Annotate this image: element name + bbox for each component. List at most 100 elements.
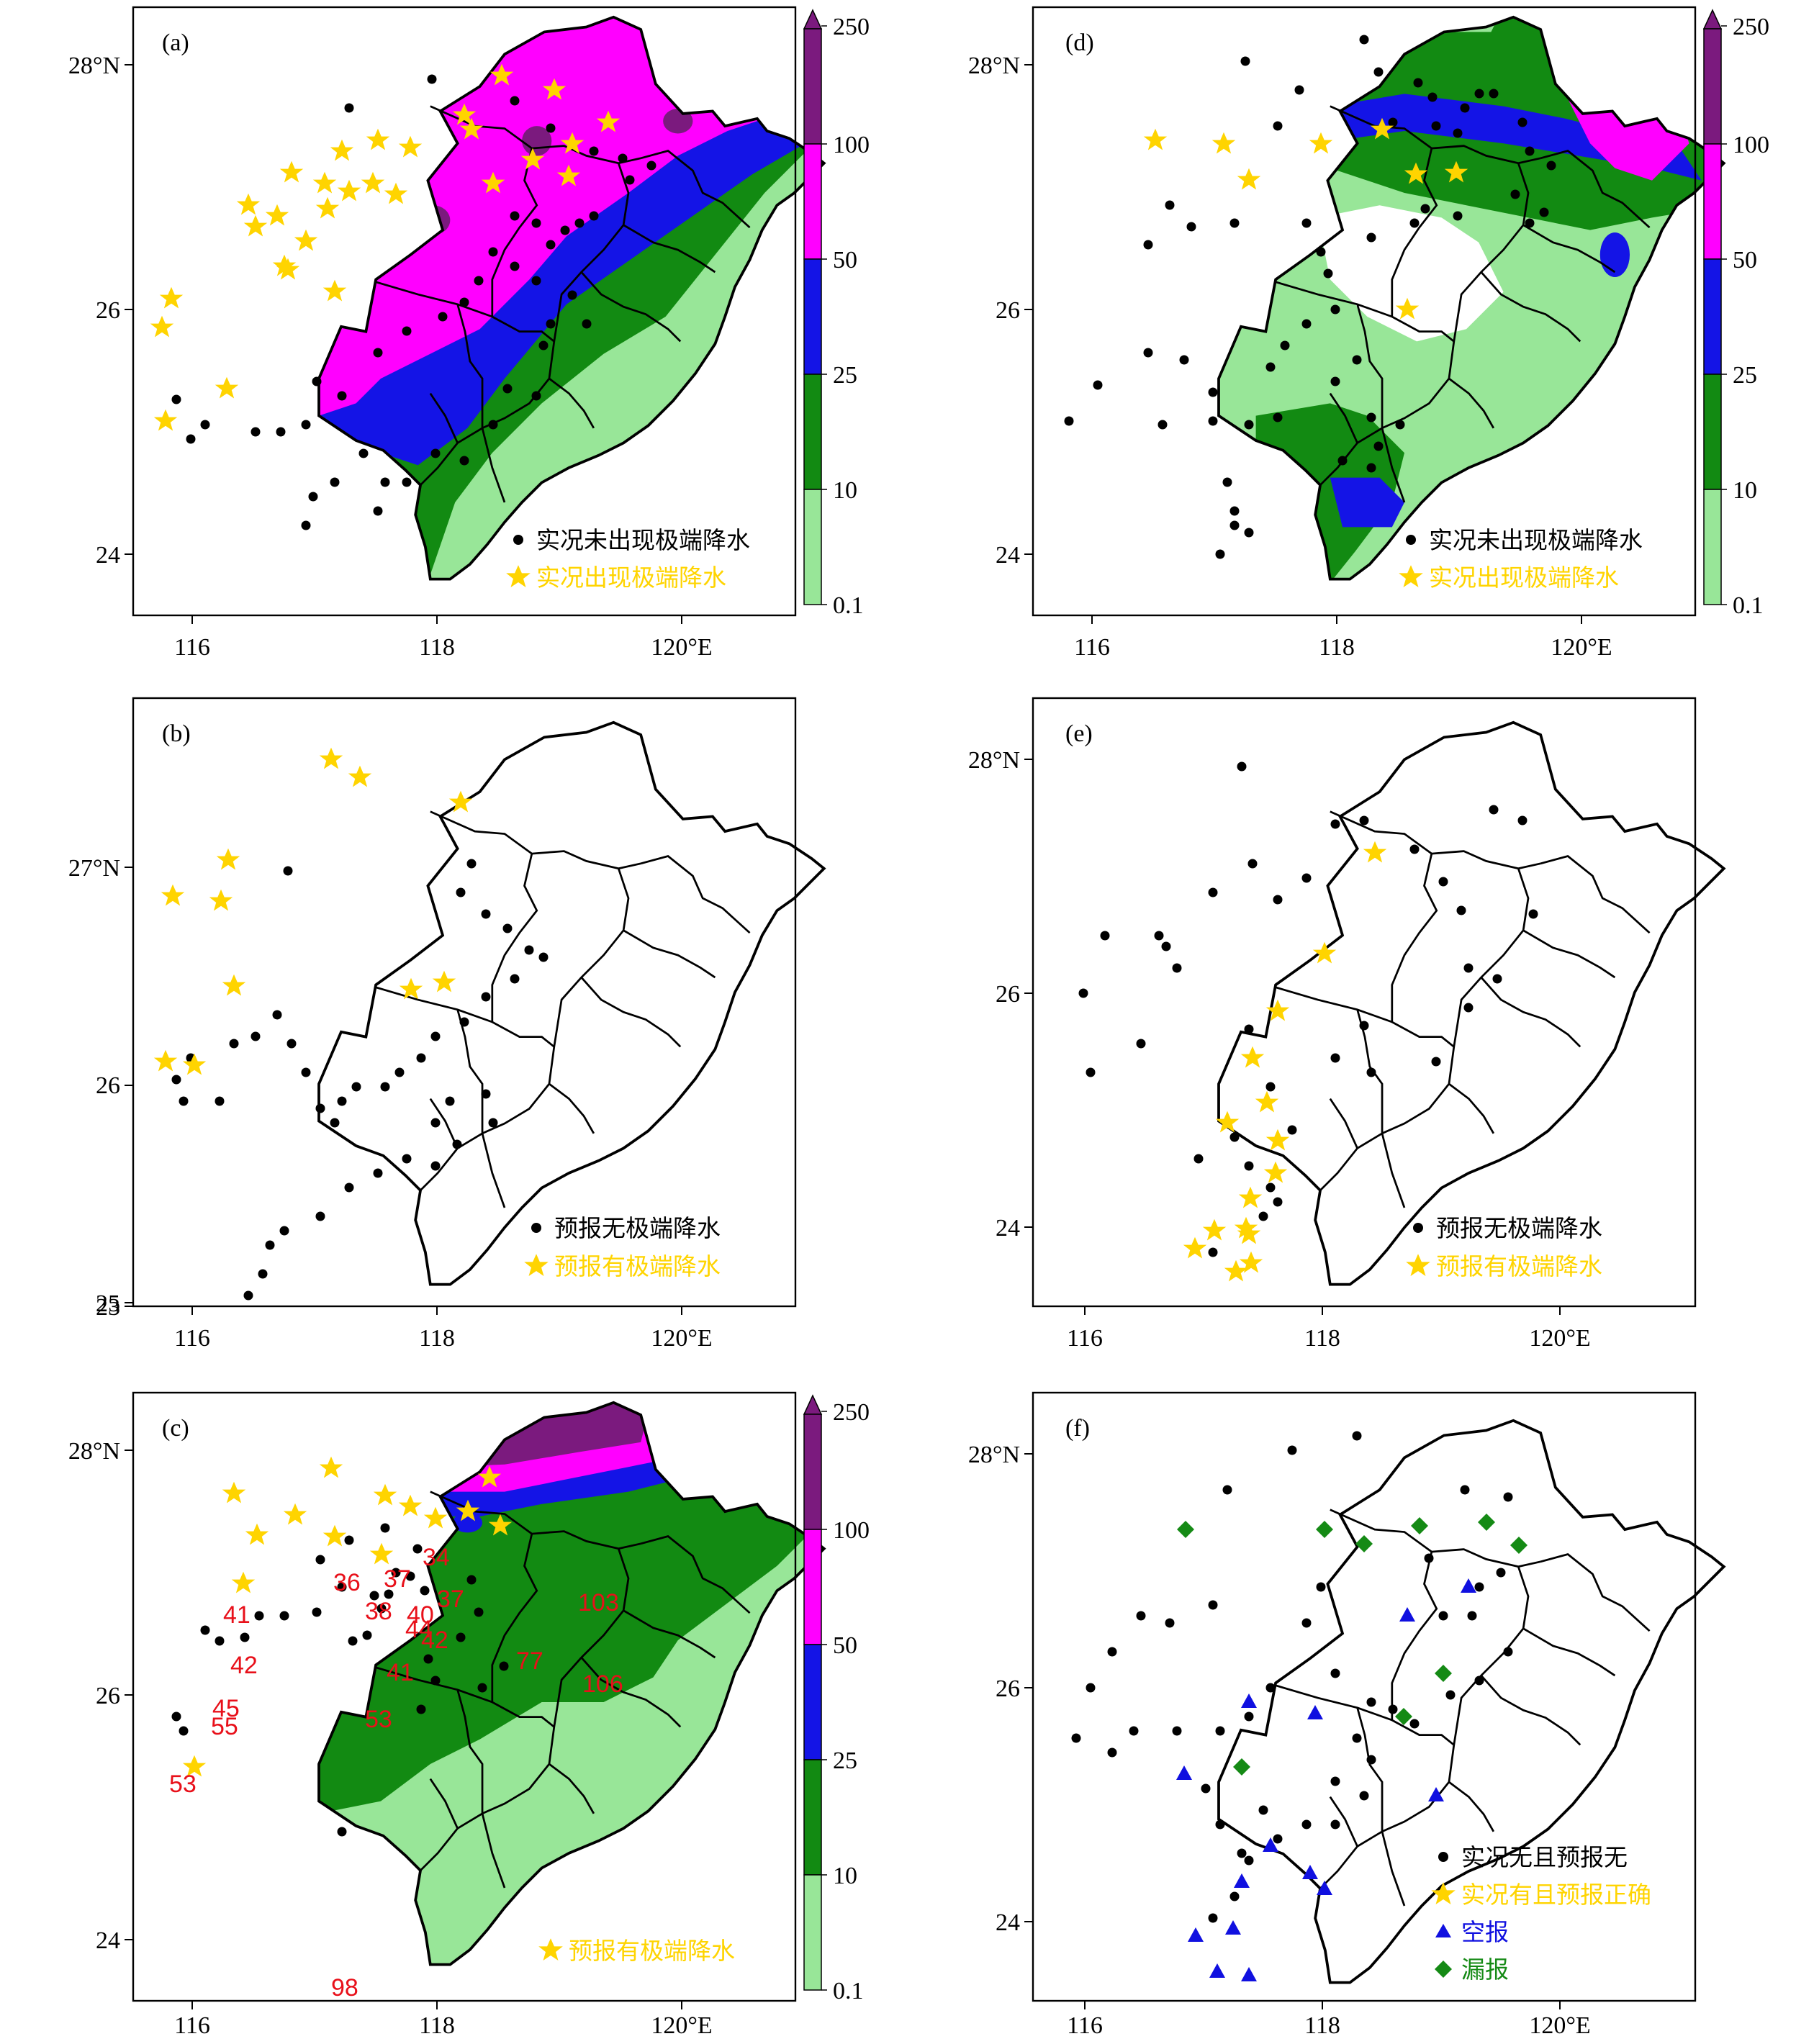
station-dot [1208,1913,1218,1923]
station-dot [1258,1805,1268,1815]
station-dot [240,1632,250,1642]
extreme-star-icon [315,196,340,219]
station-dot [276,427,286,437]
extreme-star-icon [312,171,337,194]
station-dot [369,1591,379,1601]
station-value-label: 98 [331,1974,358,2002]
extreme-star-icon [215,376,239,399]
station-dot [445,1096,455,1106]
station-dot [1330,376,1340,386]
station-dot [1503,1492,1513,1502]
station-dot [1244,1855,1254,1866]
b-legend-star-icon [524,1254,549,1276]
station-dot [1193,1154,1204,1164]
extreme-star-icon [1363,841,1387,863]
colorbar-tick-label: 10 [833,1863,857,1889]
station-dot [258,1269,268,1279]
miss-diamond-icon [1177,1521,1194,1538]
station-dot [286,1039,297,1049]
station-dot [1237,761,1247,772]
extreme-star-icon [1312,941,1337,964]
station-dot [254,1611,264,1621]
e-lat-26: 26 [996,981,1020,1008]
a-legend-star-icon [506,565,531,587]
station-dot [1539,207,1549,217]
panel-d-label: (d) [1065,30,1094,56]
colorbar-tick-label: 50 [833,1632,857,1659]
station-dot [215,1636,225,1646]
station-dot [1301,1618,1312,1628]
extreme-star-icon [488,1514,513,1536]
station-dot [1154,931,1164,941]
station-dot [1413,78,1423,88]
extreme-star-icon [1255,1090,1279,1113]
station-dot [179,1096,189,1106]
station-dot [1229,1891,1240,1901]
station-dot [373,348,383,358]
a-legend-extreme: 实况出现极端降水 [536,565,726,592]
false-alarm-triangle-icon [1176,1765,1192,1780]
extreme-star-icon [182,1755,207,1777]
b-ticks: 27°N 26 25 116 118 120°E [68,855,713,1352]
station-dot [1352,1733,1362,1743]
panel-e-label: (e) [1065,720,1093,747]
station-dot [459,1017,469,1027]
station-value-label: 53 [365,1706,392,1733]
station-dot [474,1607,484,1617]
station-dot [1258,1211,1268,1221]
station-dot [1409,844,1420,854]
false-alarm-triangle-icon [1209,1963,1225,1978]
station-dot [348,1636,358,1646]
station-dot [1165,200,1175,210]
extreme-star-icon [456,1499,480,1521]
b-legend-dot-icon [531,1223,541,1233]
station-dot [1244,1161,1254,1171]
station-dot [1100,931,1110,941]
extreme-star-icon [1234,1216,1258,1239]
station-dot [488,420,498,430]
station-dot [646,160,656,171]
station-dot [301,420,311,430]
d-legend: 实况未出现极端降水 实况出现极端降水 [1399,528,1643,592]
c-lat-24: 24 [96,1927,120,1954]
station-dot [1244,420,1254,430]
station-dot [1427,92,1438,102]
colorbar-tick-label: 25 [833,1747,857,1774]
station-dot [215,1096,225,1106]
station-dot [430,1118,441,1128]
station-dot [265,1240,275,1250]
station-dot [1525,218,1535,228]
station-dot [477,1683,487,1693]
a-lat-28: 28°N [68,53,120,79]
station-dot [474,276,484,286]
panel-b-label: (b) [162,720,191,747]
station-dot [618,153,628,163]
station-dot [459,456,469,466]
extreme-star-icon [245,1523,269,1545]
e-lat-24: 24 [996,1215,1020,1242]
station-dot [531,218,541,228]
station-dot [1395,420,1405,430]
colorbar-tick-label: 250 [833,14,870,40]
station-dot [1172,1726,1182,1736]
extreme-star-icon [452,103,477,125]
extreme-star-icon [161,884,185,906]
colorbar-tick-label: 0.1 [1733,592,1764,619]
f-lon-118: 118 [1304,2012,1340,2039]
c-lon-120: 120°E [651,2012,712,2039]
station-dot [1172,963,1182,973]
extreme-star-icon [1224,1260,1248,1282]
extreme-star-icon [279,160,304,183]
station-dot [402,1154,412,1164]
station-dot [1453,128,1463,138]
b-lat-26: 26 [96,1072,120,1099]
station-dot [1215,549,1225,559]
station-dot [344,103,354,113]
extreme-star-icon [1237,1222,1261,1244]
station-dot [1186,222,1196,232]
panel-a-label: (a) [162,30,189,56]
b-lon-120: 120°E [651,1325,712,1352]
station-dot [337,391,347,401]
station-value-label: 36 [333,1569,361,1596]
e-legend-dot-icon [1413,1223,1423,1233]
